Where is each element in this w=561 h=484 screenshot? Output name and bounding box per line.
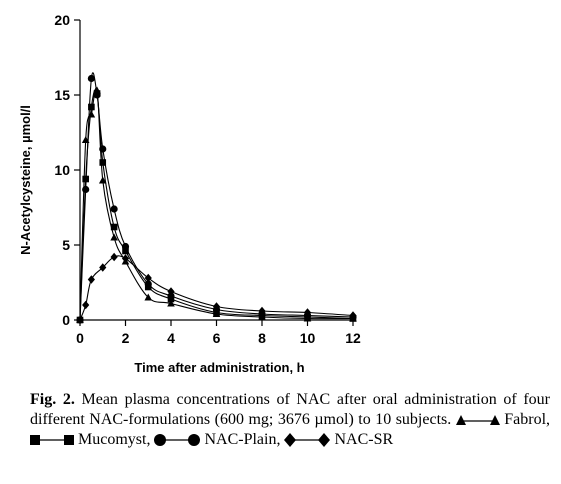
key-label-mucomyst: Mucomyst, bbox=[78, 431, 151, 448]
figure-label: Fig. 2. bbox=[30, 391, 75, 408]
y-tick-label: 15 bbox=[54, 87, 70, 103]
caption-text: Mean plasma concentrations of NAC after … bbox=[30, 391, 551, 428]
data-point-diamond bbox=[121, 254, 130, 263]
x-axis-label: Time after administration, h bbox=[134, 360, 304, 375]
x-tick-label: 2 bbox=[122, 330, 130, 346]
data-point-triangle bbox=[144, 293, 153, 301]
data-point-triangle bbox=[167, 299, 175, 307]
data-point-circle bbox=[99, 145, 107, 153]
x-tick-label: 0 bbox=[76, 330, 84, 346]
data-point-diamond bbox=[303, 308, 312, 317]
data-point-triangle bbox=[110, 233, 118, 241]
y-axis-label: N-Acetylcysteine, µmol/l bbox=[18, 105, 33, 255]
key-circle-icon bbox=[154, 434, 201, 447]
chart-ticks: 0 5 10 15 20 0 2 4 6 8 10 12 bbox=[54, 12, 361, 346]
key-square-icon bbox=[30, 435, 74, 446]
series-nac-sr bbox=[76, 252, 357, 325]
figure-caption: Fig. 2. Mean plasma concentrations of NA… bbox=[30, 390, 550, 450]
data-point-square bbox=[99, 159, 107, 166]
y-tick-label: 5 bbox=[62, 237, 70, 253]
x-tick-label: 10 bbox=[300, 330, 316, 346]
data-point-square bbox=[88, 103, 95, 111]
series-line bbox=[79, 72, 354, 321]
series-nac-plain bbox=[76, 72, 357, 324]
data-point-diamond bbox=[144, 273, 152, 283]
data-point-diamond bbox=[87, 275, 95, 284]
data-point-diamond bbox=[212, 302, 221, 311]
chart: 0 5 10 15 20 0 2 4 6 8 10 12 N-Acetylcysteine, µmol… bbox=[18, 12, 361, 375]
data-point-diamond bbox=[258, 306, 266, 316]
y-tick-label: 0 bbox=[62, 312, 70, 328]
data-point-square bbox=[122, 247, 129, 255]
series-mucomyst bbox=[76, 89, 357, 324]
key-diamond-icon bbox=[284, 433, 331, 448]
data-point-diamond bbox=[82, 300, 90, 310]
key-label-fabrol: Fabrol, bbox=[504, 411, 551, 428]
x-tick-label: 8 bbox=[258, 330, 266, 346]
y-tick-label: 20 bbox=[54, 12, 70, 28]
y-tick-label: 10 bbox=[54, 162, 70, 178]
data-point-diamond bbox=[167, 287, 175, 296]
data-point-circle bbox=[121, 242, 130, 251]
series-line bbox=[79, 89, 354, 321]
data-point-square bbox=[110, 223, 118, 231]
x-tick-label: 4 bbox=[167, 330, 175, 346]
data-point-circle bbox=[144, 280, 152, 288]
data-point-diamond bbox=[110, 252, 118, 262]
x-tick-label: 6 bbox=[213, 330, 221, 346]
key-label-nac-sr: NAC-SR bbox=[334, 431, 394, 448]
x-tick-label: 12 bbox=[345, 330, 361, 346]
data-point-diamond bbox=[349, 311, 357, 320]
series-line bbox=[79, 87, 354, 321]
chart-axes bbox=[79, 20, 353, 321]
chart-series bbox=[76, 72, 357, 325]
data-point-circle bbox=[167, 292, 175, 300]
key-label-nac-plain: NAC-Plain, bbox=[204, 431, 281, 448]
series-fabrol bbox=[76, 86, 357, 323]
data-point-circle bbox=[93, 91, 101, 99]
key-triangle-icon bbox=[455, 415, 500, 426]
data-point-circle bbox=[87, 74, 95, 83]
data-point-circle bbox=[110, 205, 118, 213]
data-point-circle bbox=[82, 185, 90, 194]
data-point-triangle bbox=[98, 176, 107, 184]
data-point-diamond bbox=[99, 263, 107, 272]
